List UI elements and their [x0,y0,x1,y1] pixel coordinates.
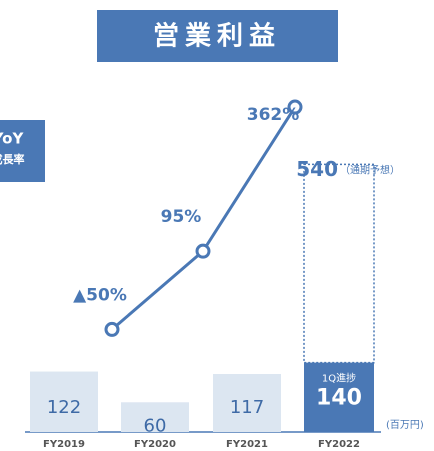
bar-value: 117 [230,397,264,418]
x-tick-label: FY2022 [318,439,360,450]
bar [213,374,281,432]
growth-label: 362% [247,105,300,125]
growth-point [195,243,211,259]
x-tick-label: FY2020 [134,439,176,450]
unit-label: (百万円) [386,419,424,431]
title-banner [97,10,338,62]
growth-point [287,99,303,115]
growth-label: 95% [161,207,202,227]
bar [304,362,374,432]
forecast-label: 540 [296,157,338,181]
growth-line [111,106,297,331]
bar-value: 60 [144,415,167,436]
yoy-label: YoY [0,130,24,148]
bar [30,371,98,432]
forecast-bar [303,163,375,364]
growth-label: ▲50% [73,285,127,305]
bar-value: 140 [316,386,362,411]
growth-point [104,321,120,337]
bar-value: 122 [47,397,81,418]
progress-label: 1Q進捗 [322,372,356,385]
chart-title: 営業利益 [153,22,281,52]
x-tick-label: FY2021 [226,439,268,450]
bar [121,402,189,432]
yoy-label: 成長率 [0,152,25,166]
yoy-box [0,120,45,182]
forecast-note: （通期予想） [340,163,400,176]
x-tick-label: FY2019 [43,439,85,450]
